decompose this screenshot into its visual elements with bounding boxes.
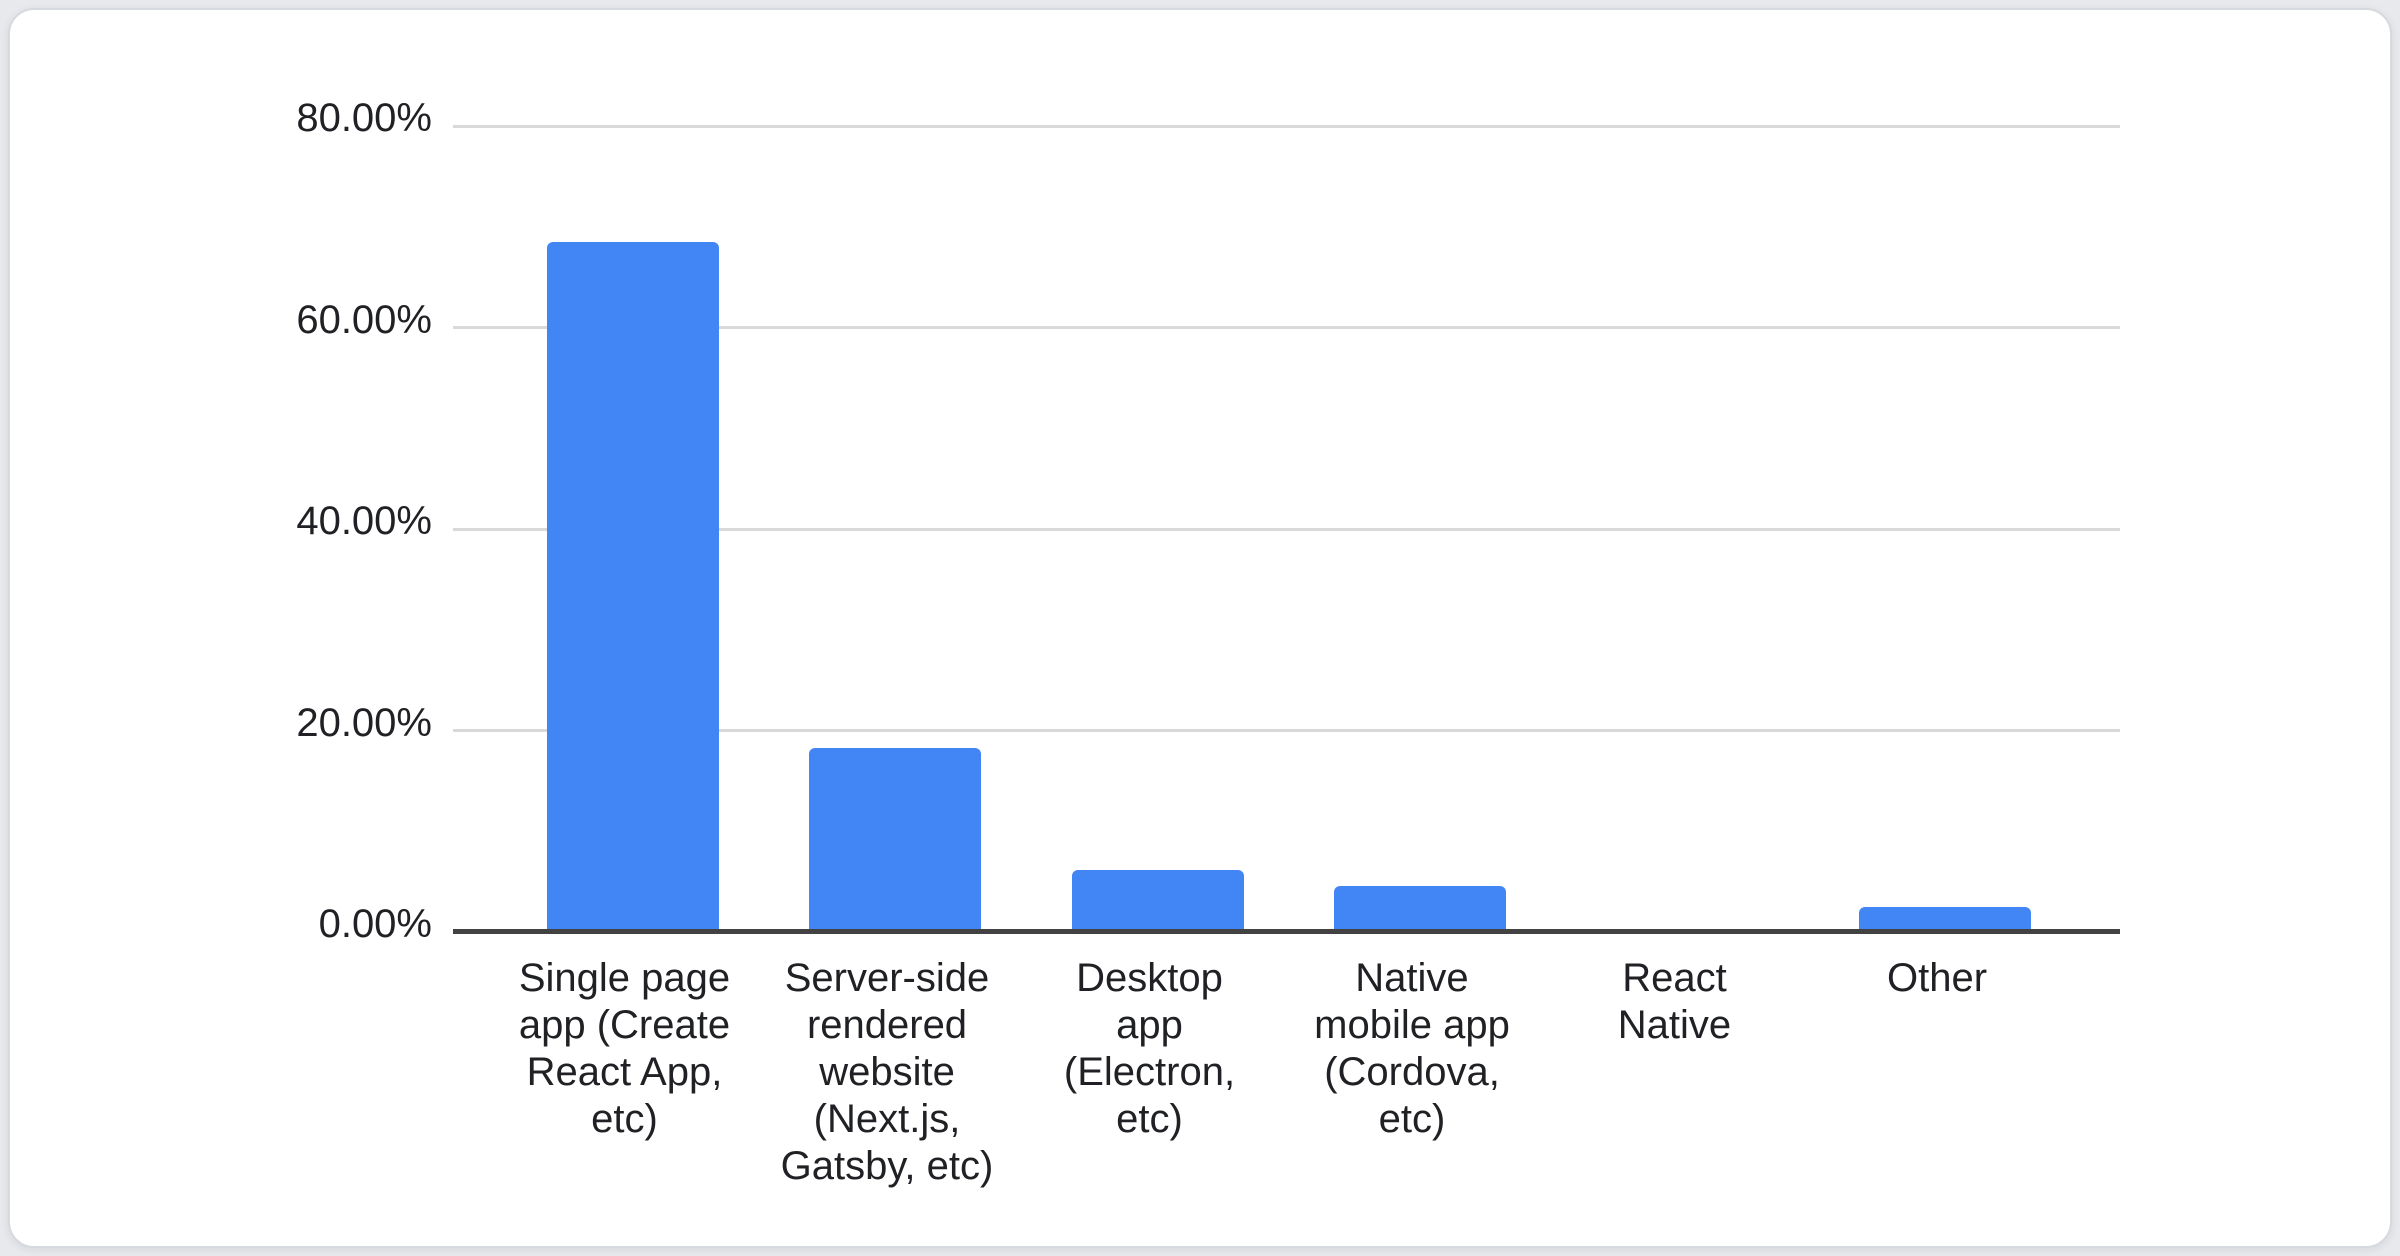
- category-label-4: Native mobile app (Cordova, etc): [1314, 956, 1510, 1141]
- bar-4: [1334, 886, 1506, 932]
- y-tick-label: 0.00%: [318, 902, 432, 946]
- bar-6: [1859, 907, 2031, 932]
- y-tick-label: 40.00%: [296, 499, 432, 543]
- bar-1: [546, 242, 719, 932]
- gridline-80: [453, 124, 2120, 128]
- bar-3: [1071, 870, 1244, 932]
- category-label-1: Single page app (Create React App, etc): [518, 956, 731, 1141]
- gridline-20: [453, 729, 2120, 732]
- y-tick-label: 60.00%: [296, 297, 432, 342]
- gridline-40: [453, 527, 2120, 531]
- category-label-6: Other: [1886, 956, 1988, 1000]
- y-tick-label: 20.00%: [296, 700, 432, 745]
- category-label-2: Server-side rendered website (Next.js, G…: [780, 956, 994, 1188]
- x-axis-line: [453, 929, 2120, 934]
- category-label-5: React Native: [1617, 956, 1732, 1047]
- plot-area: [453, 124, 2120, 934]
- y-tick-label: 80.00%: [296, 96, 432, 140]
- gridline-60: [453, 326, 2120, 329]
- bar-2: [809, 748, 981, 932]
- chart-card: 80.00% 60.00% 40.00% 20.00% 0.00% Single pag…: [8, 8, 2392, 1248]
- category-label-3: Desktop app (Electron, etc): [1063, 956, 1236, 1141]
